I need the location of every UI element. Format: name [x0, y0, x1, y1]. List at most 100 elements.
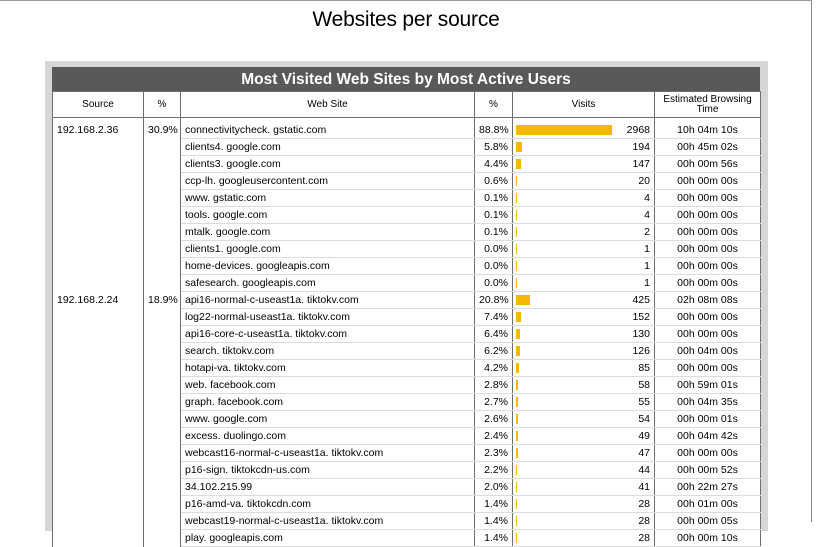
source-percent-cell: [143, 393, 181, 411]
site-percent-cell: 5.8%: [474, 138, 513, 156]
visits-bar: [516, 516, 517, 526]
site-percent-cell: 1.4%: [474, 529, 513, 547]
table-row: graph. facebook.com 2.7% 55 00h 04m 35s: [52, 393, 761, 411]
visits-value: 194: [632, 141, 650, 153]
visits-value: 28: [638, 532, 650, 544]
source-cell: [52, 155, 144, 173]
site-percent-cell: 2.4%: [474, 427, 513, 445]
visits-cell: 20: [512, 172, 655, 190]
table-row: log22-normal-useast1a. tiktokv.com 7.4% 15…: [52, 308, 761, 326]
websites-table: Source % Web Site % Visits Estimated Bro…: [52, 91, 761, 547]
table-spacer-row: [52, 117, 761, 122]
table-row: mtalk. google.com 0.1% 2 00h 00m 00s: [52, 223, 761, 241]
visits-bar: [516, 431, 518, 441]
visits-cell: 194: [512, 138, 655, 156]
site-percent-cell: 4.4%: [474, 155, 513, 173]
visits-bar: [516, 312, 521, 322]
web-site-cell: safesearch. googleapis.com: [180, 274, 475, 292]
visits-bar: [516, 278, 517, 288]
table-body: 192.168.2.36 30.9% connectivitycheck. gsta…: [52, 117, 761, 547]
source-percent-cell: [143, 512, 181, 530]
visits-bar: [516, 142, 522, 152]
source-cell: [52, 240, 144, 258]
site-percent-cell: 4.2%: [474, 359, 513, 377]
source-cell: [52, 444, 144, 462]
visits-cell: 4: [512, 189, 655, 207]
visits-value: 1: [644, 243, 650, 255]
web-site-cell: p16-amd-va. tiktokcdn.com: [180, 495, 475, 513]
source-percent-cell: [143, 308, 181, 326]
site-percent-cell: 0.0%: [474, 240, 513, 258]
visits-cell: 147: [512, 155, 655, 173]
web-site-cell: clients4. google.com: [180, 138, 475, 156]
table-row: tools. google.com 0.1% 4 00h 00m 00s: [52, 206, 761, 224]
web-site-cell: webcast19-normal-c-useast1a. tiktokv.com: [180, 512, 475, 530]
table-row: 192.168.2.36 30.9% connectivitycheck. gsta…: [52, 122, 761, 139]
visits-cell: 28: [512, 529, 655, 547]
visits-bar: [516, 448, 518, 458]
source-percent-cell: [143, 478, 181, 496]
column-header-source-percent: %: [143, 91, 181, 118]
web-site-cell: www. gstatic.com: [180, 189, 475, 207]
visits-value: 126: [632, 345, 650, 357]
site-percent-cell: 6.4%: [474, 325, 513, 343]
visits-value: 49: [638, 430, 650, 442]
site-percent-cell: 6.2%: [474, 342, 513, 360]
source-percent-cell: [143, 274, 181, 292]
source-percent-cell: [143, 376, 181, 394]
site-percent-cell: 1.4%: [474, 512, 513, 530]
source-percent-cell: [143, 359, 181, 377]
source-cell: [52, 427, 144, 445]
source-percent-cell: [143, 172, 181, 190]
source-percent-cell: 18.9%: [143, 291, 181, 309]
web-site-cell: webcast16-normal-c-useast1a. tiktokv.com: [180, 444, 475, 462]
table-row: www. google.com 2.6% 54 00h 00m 01s: [52, 410, 761, 428]
browsing-time-cell: 00h 01m 00s: [654, 495, 761, 513]
source-cell: [52, 359, 144, 377]
table-row: clients1. google.com 0.0% 1 00h 00m 00s: [52, 240, 761, 258]
table-row: play. googleapis.com 1.4% 28 00h 00m 10s: [52, 529, 761, 547]
source-percent-cell: [143, 155, 181, 173]
column-header-source: Source: [52, 91, 144, 118]
site-percent-cell: 2.3%: [474, 444, 513, 462]
visits-bar: [516, 227, 517, 237]
site-percent-cell: 2.6%: [474, 410, 513, 428]
visits-cell: 2: [512, 223, 655, 241]
visits-bar: [516, 261, 517, 271]
site-percent-cell: 2.0%: [474, 478, 513, 496]
visits-cell: 44: [512, 461, 655, 479]
visits-value: 55: [638, 396, 650, 408]
table-row: p16-sign. tiktokcdn-us.com 2.2% 44 00h 00m …: [52, 461, 761, 479]
web-site-cell: web. facebook.com: [180, 376, 475, 394]
visits-value: 28: [638, 515, 650, 527]
web-site-cell: tools. google.com: [180, 206, 475, 224]
web-site-cell: mtalk. google.com: [180, 223, 475, 241]
web-site-cell: clients1. google.com: [180, 240, 475, 258]
visits-cell: 1: [512, 240, 655, 258]
visits-cell: 28: [512, 495, 655, 513]
visits-cell: 58: [512, 376, 655, 394]
browsing-time-cell: 00h 00m 00s: [654, 172, 761, 190]
source-percent-cell: [143, 410, 181, 428]
visits-value: 2: [644, 226, 650, 238]
table-row: www. gstatic.com 0.1% 4 00h 00m 00s: [52, 189, 761, 207]
table-row: search. tiktokv.com 6.2% 126 00h 04m 00s: [52, 342, 761, 360]
visits-value: 47: [638, 447, 650, 459]
table-row: hotapi-va. tiktokv.com 4.2% 85 00h 00m 00s: [52, 359, 761, 377]
visits-value: 4: [644, 209, 650, 221]
visits-bar: [516, 159, 521, 169]
visits-cell: 425: [512, 291, 655, 309]
column-header-visits: Visits: [512, 91, 655, 118]
visits-cell: 130: [512, 325, 655, 343]
browsing-time-cell: 00h 00m 00s: [654, 223, 761, 241]
visits-bar: [516, 244, 517, 254]
web-site-cell: home-devices. googleapis.com: [180, 257, 475, 275]
table-row: webcast19-normal-c-useast1a. tiktokv.com…: [52, 512, 761, 530]
site-percent-cell: 1.4%: [474, 495, 513, 513]
table-row: api16-core-c-useast1a. tiktokv.com 6.4% 13…: [52, 325, 761, 343]
web-site-cell: api16-core-c-useast1a. tiktokv.com: [180, 325, 475, 343]
visits-value: 28: [638, 498, 650, 510]
source-cell: [52, 478, 144, 496]
site-percent-cell: 7.4%: [474, 308, 513, 326]
column-header-web-site: Web Site: [180, 91, 475, 118]
